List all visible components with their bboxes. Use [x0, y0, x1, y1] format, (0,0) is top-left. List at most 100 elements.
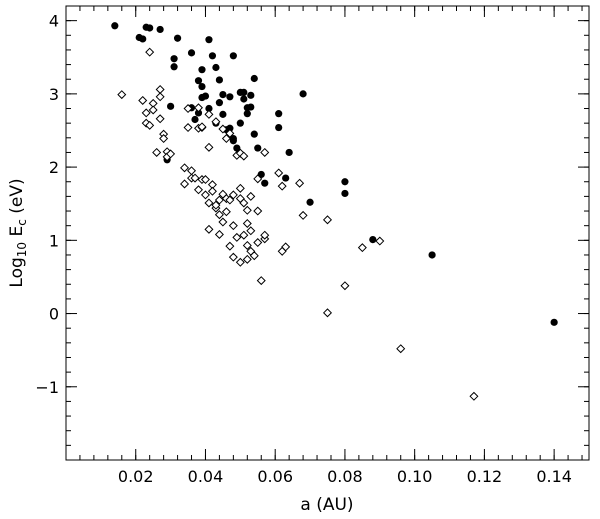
y-tick-label: 3: [49, 85, 59, 104]
filled-circle-point: [247, 103, 255, 111]
y-tick-label: 1: [49, 231, 59, 250]
filled-circle-point: [167, 102, 175, 110]
open-diamond-point: [357, 243, 367, 253]
open-diamond-point: [396, 344, 406, 354]
open-diamond-point: [242, 218, 252, 228]
filled-circle-point: [550, 318, 558, 326]
open-diamond-point: [235, 257, 245, 267]
filled-circle-point: [261, 179, 269, 187]
open-diamond-point: [249, 251, 259, 261]
open-diamond-point: [200, 190, 210, 200]
filled-circle-point: [208, 52, 217, 60]
filled-circle-point: [205, 36, 213, 44]
filled-circle-point: [275, 123, 283, 132]
open-diamond-point: [260, 147, 270, 157]
y-axis-label-var: E: [7, 226, 27, 237]
open-diamond-point: [138, 95, 148, 105]
open-diamond-point: [281, 242, 291, 252]
filled-circle-point: [226, 93, 234, 101]
filled-circle-point: [250, 130, 258, 138]
filled-circle-point: [187, 49, 196, 57]
open-diamond-point: [232, 232, 242, 242]
open-diamond-point: [246, 226, 256, 236]
open-diamond-point: [239, 198, 249, 208]
filled-circle-point: [226, 124, 234, 132]
open-diamond-point: [322, 215, 333, 225]
open-diamond-point: [274, 168, 284, 178]
filled-circle-point: [341, 178, 349, 186]
filled-circle-point: [233, 144, 241, 152]
axis-ticks: [65, 5, 589, 461]
open-diamond-point: [218, 124, 228, 134]
open-diamond-point: [242, 240, 252, 250]
filled-circle-point: [219, 91, 227, 99]
x-tick-label: 0.06: [257, 467, 293, 486]
filled-circle-point: [215, 76, 224, 84]
open-diamond-point: [148, 105, 158, 115]
open-diamond-point: [239, 230, 249, 240]
filled-circle-point: [139, 35, 147, 43]
open-diamond-point: [256, 276, 266, 286]
open-diamond-point: [228, 190, 238, 200]
y-tick-label: −1: [35, 378, 59, 397]
open-diamond-point: [214, 210, 224, 220]
filled-circle-point: [229, 52, 237, 60]
filled-circle-point: [219, 110, 227, 118]
open-diamond-point: [193, 185, 204, 195]
open-diamond-point: [166, 149, 176, 159]
filled-circle-point: [243, 110, 251, 118]
open-diamond-point: [145, 47, 155, 57]
x-tick-label: 0.04: [188, 467, 224, 486]
open-diamond-point: [187, 166, 197, 176]
open-diamond-point: [375, 236, 385, 246]
open-diamond-point: [207, 186, 217, 196]
x-tick-label: 0.14: [536, 467, 572, 486]
open-diamond-point: [298, 210, 308, 220]
filled-circle-point: [236, 119, 244, 127]
open-diamond-point: [235, 183, 245, 193]
filled-circle-point: [282, 174, 290, 182]
filled-circle-point: [173, 34, 182, 42]
open-diamond-point: [225, 241, 235, 251]
filled-circle-point: [247, 91, 255, 99]
filled-circle-point: [111, 22, 119, 30]
filled-circle-point: [191, 115, 199, 124]
open-diamond-point: [204, 198, 214, 208]
y-axis-label-log-base: 10: [15, 242, 29, 257]
data-points: [111, 22, 558, 401]
open-diamond-point: [141, 108, 151, 118]
open-diamond-point: [197, 122, 207, 132]
open-diamond-point: [253, 238, 263, 248]
x-tick-label: 0.10: [397, 467, 433, 486]
open-diamond-point: [260, 230, 270, 240]
open-diamond-point: [145, 120, 155, 130]
open-diamond-point: [218, 217, 228, 227]
x-tick-label: 0.02: [118, 467, 154, 486]
filled-circle-point: [215, 99, 224, 107]
y-axis-label-unit: (eV): [7, 178, 27, 213]
filled-circle-point: [198, 66, 206, 74]
filled-circle-point: [201, 92, 210, 100]
filled-circle-point: [275, 110, 283, 118]
open-diamond-point: [204, 109, 214, 119]
open-diamond-point: [152, 147, 162, 157]
open-diamond-point: [183, 104, 193, 114]
filled-circle-point: [250, 74, 258, 83]
filled-circle-point: [240, 95, 248, 103]
open-diamond-point: [204, 224, 214, 234]
x-axis-label: a (AU): [300, 495, 353, 515]
open-diamond-point: [221, 134, 231, 144]
open-diamond-point: [295, 178, 305, 188]
open-diamond-point: [211, 200, 221, 210]
filled-circle-point: [240, 88, 248, 97]
open-diamond-point: [204, 142, 214, 152]
open-diamond-point: [155, 114, 165, 124]
filled-circle-point: [212, 63, 220, 72]
open-diamond-point: [239, 151, 249, 161]
open-diamond-point: [277, 181, 287, 191]
open-diamond-point: [180, 179, 190, 189]
plot-frame: [65, 5, 590, 461]
open-diamond-point: [180, 163, 190, 173]
filled-circle-point: [341, 189, 349, 198]
